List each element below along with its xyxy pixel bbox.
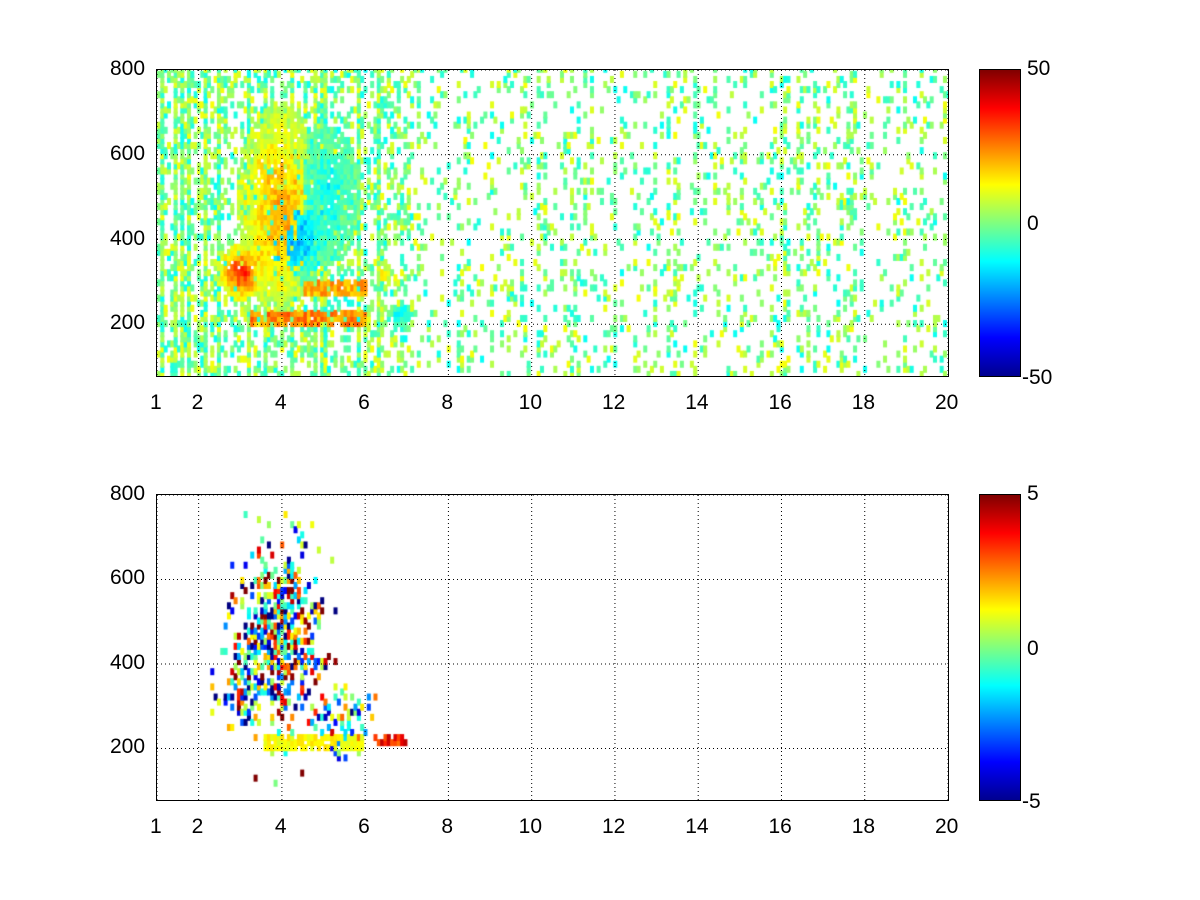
colorbar-tick: 0 — [1027, 212, 1039, 235]
grid-lines — [157, 70, 948, 376]
y-tick-label: 600 — [110, 566, 146, 590]
y-tick-label: 200 — [110, 735, 146, 759]
x-tick-label: 4 — [274, 815, 287, 838]
x-tick-label: 14 — [685, 815, 709, 838]
x-tick-label: 20 — [935, 391, 959, 414]
x-tick-label: 6 — [358, 815, 370, 838]
bottom-heatmap-axes — [156, 494, 949, 801]
x-tick-label: 16 — [768, 391, 792, 414]
x-tick-label: 16 — [768, 815, 792, 838]
x-tick-label: 6 — [358, 391, 370, 414]
y-tick-label: 400 — [110, 650, 146, 674]
x-tick-label: 1 — [150, 391, 162, 414]
bottom-colorbar — [979, 494, 1021, 801]
colorbar-tick: -5 — [1022, 790, 1041, 813]
x-tick-label: 10 — [518, 391, 543, 414]
top-heatmap-axes — [156, 69, 949, 377]
y-tick-label: 200 — [110, 311, 146, 335]
x-tick-label: 18 — [851, 815, 876, 838]
colorbar-tick: -50 — [1022, 366, 1053, 389]
top-colorbar — [979, 69, 1021, 377]
heatmap-cells — [157, 495, 948, 800]
x-tick-label: 8 — [441, 391, 454, 414]
grid-lines — [157, 495, 948, 800]
x-tick-label: 1 — [150, 815, 162, 838]
y-tick-label: 400 — [110, 226, 146, 250]
x-tick-label: 4 — [274, 391, 287, 414]
x-tick-label: 20 — [935, 815, 959, 838]
y-tick-label: 800 — [110, 57, 146, 80]
x-tick-label: 18 — [851, 391, 876, 414]
colorbar-tick: 5 — [1027, 482, 1039, 505]
x-tick-label: 12 — [601, 815, 626, 838]
colorbar-tick: 0 — [1027, 637, 1039, 660]
y-tick-label: 800 — [110, 482, 146, 505]
y-tick-label: 600 — [110, 141, 146, 165]
x-tick-label: 2 — [191, 815, 204, 838]
x-tick-label: 12 — [601, 391, 626, 414]
x-tick-label: 10 — [518, 815, 543, 838]
colorbar-tick: 50 — [1027, 57, 1051, 80]
x-tick-label: 8 — [441, 815, 454, 838]
x-tick-label: 2 — [191, 391, 204, 414]
x-tick-label: 14 — [685, 391, 709, 414]
heatmap-cells — [157, 70, 948, 376]
